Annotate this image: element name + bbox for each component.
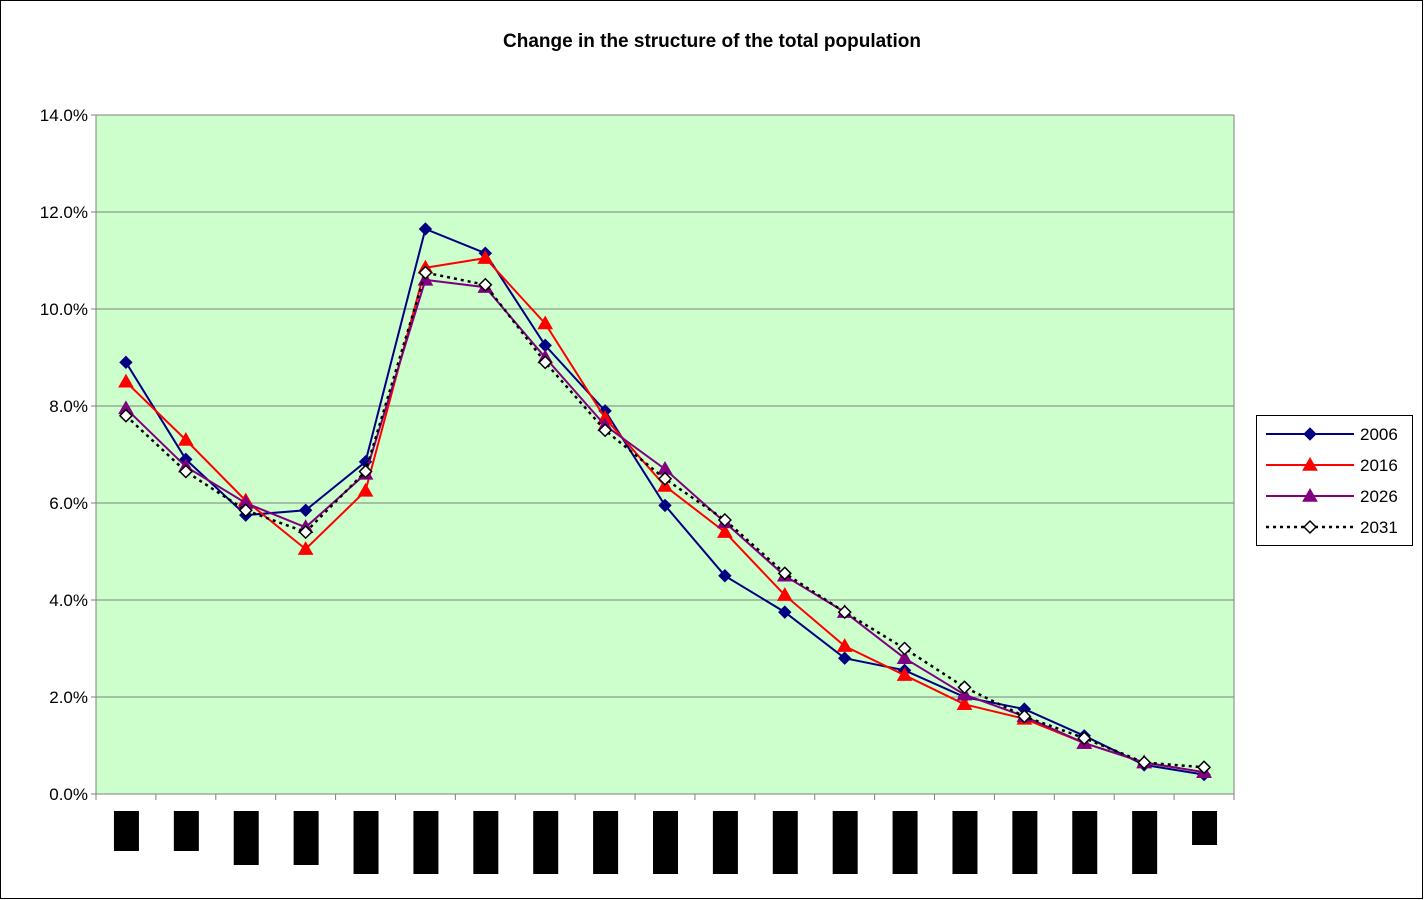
data-point-2031 bbox=[1017, 709, 1032, 724]
data-point-2016 bbox=[357, 482, 374, 497]
chart-title: Change in the structure of the total pop… bbox=[503, 31, 921, 52]
redacted-category-label bbox=[772, 811, 798, 874]
redacted-category-label bbox=[952, 811, 978, 874]
data-point-2031 bbox=[657, 471, 673, 486]
redacted-category-label bbox=[113, 811, 139, 851]
data-point-2031 bbox=[717, 512, 732, 528]
data-point-2031 bbox=[1137, 755, 1152, 770]
data-point-2016 bbox=[776, 587, 793, 601]
redacted-category-label bbox=[353, 811, 379, 874]
data-point-2006 bbox=[119, 355, 133, 370]
redacted-category-label bbox=[173, 811, 199, 851]
legend-marker-2016 bbox=[1302, 456, 1318, 471]
data-point-2031 bbox=[1077, 731, 1092, 746]
data-point-2006 bbox=[298, 503, 313, 517]
y-tick-label: 2.0% bbox=[49, 688, 88, 707]
y-tick-label: 12.0% bbox=[40, 203, 88, 222]
data-point-2031 bbox=[418, 265, 433, 280]
data-point-2016 bbox=[537, 315, 554, 330]
redacted-category-label bbox=[1132, 811, 1158, 874]
axes bbox=[91, 114, 1235, 800]
redacted-category-label bbox=[1072, 811, 1098, 874]
data-point-2031 bbox=[1196, 760, 1212, 775]
redacted-category-label bbox=[233, 811, 259, 865]
data-point-2006 bbox=[778, 605, 792, 619]
data-point-2006 bbox=[658, 498, 672, 513]
data-point-2006 bbox=[718, 569, 732, 583]
data-point-2031 bbox=[777, 566, 792, 581]
data-point-2031 bbox=[118, 408, 134, 423]
legend-marker-2006 bbox=[1303, 427, 1317, 441]
data-point-2026 bbox=[896, 650, 913, 664]
y-tick-labels: 0.0% 2.0% 4.0% 6.0% 8.0% 10.0% 12.0% 14.0% bbox=[40, 106, 88, 804]
y-tick-label: 4.0% bbox=[49, 591, 88, 610]
redacted-category-label bbox=[1012, 811, 1038, 874]
redacted-category-label bbox=[653, 811, 678, 874]
data-point-2016 bbox=[118, 373, 134, 388]
data-point-2016 bbox=[177, 431, 194, 446]
redacted-category-label bbox=[293, 811, 319, 865]
data-point-2016 bbox=[896, 667, 913, 681]
data-point-2006 bbox=[418, 222, 433, 236]
series-lines bbox=[118, 222, 1212, 782]
x-tick-labels-redacted bbox=[113, 811, 1218, 874]
y-tick-label: 10.0% bbox=[40, 300, 88, 319]
legend-marker-2026 bbox=[1302, 487, 1318, 502]
y-tick-label: 0.0% bbox=[49, 785, 88, 804]
legend: 2006 2016 2026 2031 bbox=[1256, 415, 1413, 546]
redacted-category-label bbox=[712, 811, 738, 874]
redacted-category-label bbox=[1192, 811, 1218, 845]
data-point-2016 bbox=[717, 524, 733, 538]
redacted-category-label bbox=[413, 811, 439, 874]
y-tick-label: 14.0% bbox=[40, 106, 88, 125]
redacted-category-label bbox=[593, 811, 619, 874]
y-tick-label: 8.0% bbox=[49, 397, 88, 416]
data-point-2016 bbox=[956, 696, 973, 711]
legend-marker-2031 bbox=[1302, 519, 1318, 535]
redacted-category-label bbox=[892, 811, 918, 874]
legend-box bbox=[1256, 415, 1413, 546]
data-point-2006 bbox=[837, 651, 852, 665]
redacted-category-label bbox=[533, 811, 559, 874]
legend-label-2016: 2016 bbox=[1360, 456, 1398, 475]
data-point-2031 bbox=[538, 355, 553, 370]
data-point-2031 bbox=[837, 605, 852, 620]
y-tick-label: 6.0% bbox=[49, 494, 88, 513]
data-point-2031 bbox=[598, 423, 613, 438]
data-point-2031 bbox=[238, 503, 253, 518]
data-point-2031 bbox=[358, 464, 373, 479]
redacted-category-label bbox=[473, 811, 499, 874]
legend-label-2006: 2006 bbox=[1360, 425, 1398, 444]
data-point-2016 bbox=[836, 638, 853, 652]
legend-label-2026: 2026 bbox=[1360, 487, 1398, 506]
plot-area bbox=[96, 115, 1234, 794]
data-point-2016 bbox=[297, 541, 314, 555]
data-point-2016 bbox=[477, 250, 494, 264]
data-point-2031 bbox=[957, 680, 972, 695]
legend-label-2031: 2031 bbox=[1360, 518, 1398, 537]
data-point-2031 bbox=[178, 464, 193, 479]
data-point-2031 bbox=[298, 525, 313, 540]
data-point-2031 bbox=[478, 277, 493, 292]
redacted-category-label bbox=[832, 811, 858, 874]
data-point-2031 bbox=[897, 641, 912, 656]
